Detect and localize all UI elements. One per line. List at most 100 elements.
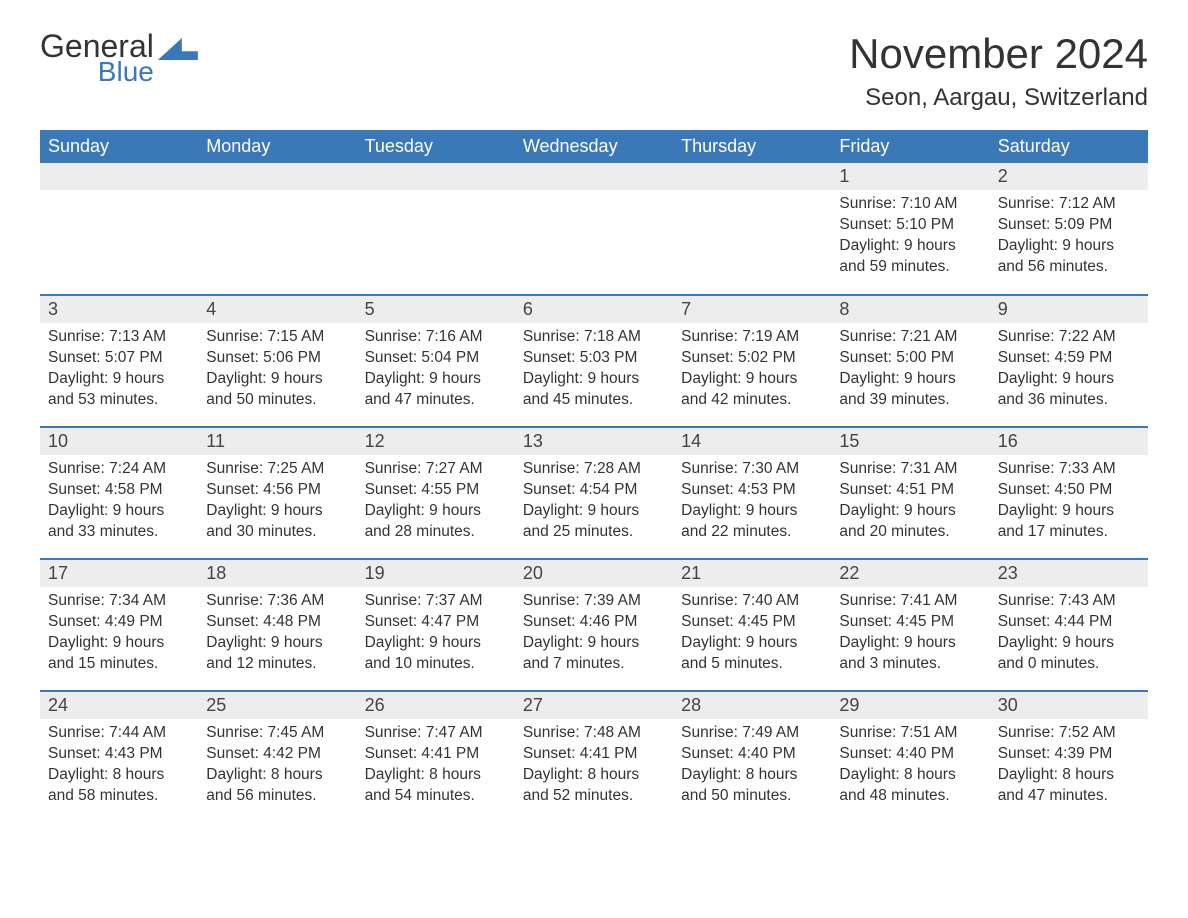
day-day1: Daylight: 9 hours xyxy=(206,369,348,390)
col-tuesday: Tuesday xyxy=(357,130,515,163)
day-day1: Daylight: 9 hours xyxy=(998,369,1140,390)
day-day2: and 5 minutes. xyxy=(681,654,823,675)
day-day2: and 12 minutes. xyxy=(206,654,348,675)
day-day1: Daylight: 9 hours xyxy=(523,501,665,522)
col-sunday: Sunday xyxy=(40,130,198,163)
day-number-empty xyxy=(357,163,515,190)
day-details: Sunrise: 7:24 AMSunset: 4:58 PMDaylight:… xyxy=(40,455,198,547)
day-number: 26 xyxy=(357,692,515,719)
day-day2: and 15 minutes. xyxy=(48,654,190,675)
day-cell: 12Sunrise: 7:27 AMSunset: 4:55 PMDayligh… xyxy=(357,427,515,559)
day-sunrise: Sunrise: 7:18 AM xyxy=(523,327,665,348)
day-sunrise: Sunrise: 7:43 AM xyxy=(998,591,1140,612)
day-sunset: Sunset: 4:46 PM xyxy=(523,612,665,633)
week-row: 3Sunrise: 7:13 AMSunset: 5:07 PMDaylight… xyxy=(40,295,1148,427)
day-day2: and 53 minutes. xyxy=(48,390,190,411)
day-details: Sunrise: 7:30 AMSunset: 4:53 PMDaylight:… xyxy=(673,455,831,547)
col-thursday: Thursday xyxy=(673,130,831,163)
day-day2: and 30 minutes. xyxy=(206,522,348,543)
day-details: Sunrise: 7:39 AMSunset: 4:46 PMDaylight:… xyxy=(515,587,673,679)
day-day2: and 45 minutes. xyxy=(523,390,665,411)
day-day1: Daylight: 9 hours xyxy=(839,236,981,257)
day-day1: Daylight: 9 hours xyxy=(48,369,190,390)
day-day1: Daylight: 9 hours xyxy=(998,236,1140,257)
day-day1: Daylight: 8 hours xyxy=(681,765,823,786)
day-day2: and 52 minutes. xyxy=(523,786,665,807)
day-details: Sunrise: 7:28 AMSunset: 4:54 PMDaylight:… xyxy=(515,455,673,547)
day-day1: Daylight: 9 hours xyxy=(365,369,507,390)
col-saturday: Saturday xyxy=(990,130,1148,163)
day-cell: 5Sunrise: 7:16 AMSunset: 5:04 PMDaylight… xyxy=(357,295,515,427)
day-sunset: Sunset: 4:55 PM xyxy=(365,480,507,501)
day-sunrise: Sunrise: 7:40 AM xyxy=(681,591,823,612)
day-details: Sunrise: 7:36 AMSunset: 4:48 PMDaylight:… xyxy=(198,587,356,679)
day-sunset: Sunset: 4:41 PM xyxy=(523,744,665,765)
day-number: 3 xyxy=(40,296,198,323)
month-title: November 2024 xyxy=(849,30,1148,78)
day-day2: and 47 minutes. xyxy=(998,786,1140,807)
day-day1: Daylight: 8 hours xyxy=(48,765,190,786)
day-sunset: Sunset: 4:41 PM xyxy=(365,744,507,765)
day-details: Sunrise: 7:34 AMSunset: 4:49 PMDaylight:… xyxy=(40,587,198,679)
col-wednesday: Wednesday xyxy=(515,130,673,163)
week-row: 1Sunrise: 7:10 AMSunset: 5:10 PMDaylight… xyxy=(40,163,1148,295)
day-sunrise: Sunrise: 7:51 AM xyxy=(839,723,981,744)
day-sunset: Sunset: 4:59 PM xyxy=(998,348,1140,369)
day-sunrise: Sunrise: 7:37 AM xyxy=(365,591,507,612)
day-number-empty xyxy=(40,163,198,190)
day-details: Sunrise: 7:43 AMSunset: 4:44 PMDaylight:… xyxy=(990,587,1148,679)
day-details: Sunrise: 7:22 AMSunset: 4:59 PMDaylight:… xyxy=(990,323,1148,415)
day-day1: Daylight: 9 hours xyxy=(681,633,823,654)
day-cell: 7Sunrise: 7:19 AMSunset: 5:02 PMDaylight… xyxy=(673,295,831,427)
day-sunrise: Sunrise: 7:41 AM xyxy=(839,591,981,612)
day-day1: Daylight: 9 hours xyxy=(839,501,981,522)
day-header-row: Sunday Monday Tuesday Wednesday Thursday… xyxy=(40,130,1148,163)
day-cell: 27Sunrise: 7:48 AMSunset: 4:41 PMDayligh… xyxy=(515,691,673,823)
day-number: 19 xyxy=(357,560,515,587)
day-day2: and 20 minutes. xyxy=(839,522,981,543)
day-number: 8 xyxy=(831,296,989,323)
day-cell: 30Sunrise: 7:52 AMSunset: 4:39 PMDayligh… xyxy=(990,691,1148,823)
day-sunset: Sunset: 5:10 PM xyxy=(839,215,981,236)
day-day1: Daylight: 9 hours xyxy=(206,501,348,522)
day-number: 13 xyxy=(515,428,673,455)
day-sunset: Sunset: 5:06 PM xyxy=(206,348,348,369)
day-sunset: Sunset: 4:42 PM xyxy=(206,744,348,765)
day-number: 17 xyxy=(40,560,198,587)
day-day2: and 50 minutes. xyxy=(206,390,348,411)
day-cell: 22Sunrise: 7:41 AMSunset: 4:45 PMDayligh… xyxy=(831,559,989,691)
day-day1: Daylight: 9 hours xyxy=(998,633,1140,654)
day-day2: and 33 minutes. xyxy=(48,522,190,543)
location-text: Seon, Aargau, Switzerland xyxy=(849,84,1148,112)
day-sunset: Sunset: 5:02 PM xyxy=(681,348,823,369)
day-cell: 6Sunrise: 7:18 AMSunset: 5:03 PMDaylight… xyxy=(515,295,673,427)
day-number: 16 xyxy=(990,428,1148,455)
day-sunset: Sunset: 5:03 PM xyxy=(523,348,665,369)
day-number: 6 xyxy=(515,296,673,323)
day-day2: and 58 minutes. xyxy=(48,786,190,807)
day-sunset: Sunset: 4:56 PM xyxy=(206,480,348,501)
day-day2: and 39 minutes. xyxy=(839,390,981,411)
day-number: 24 xyxy=(40,692,198,719)
header: General Blue November 2024 Seon, Aargau,… xyxy=(40,30,1148,112)
week-row: 17Sunrise: 7:34 AMSunset: 4:49 PMDayligh… xyxy=(40,559,1148,691)
day-cell: 9Sunrise: 7:22 AMSunset: 4:59 PMDaylight… xyxy=(990,295,1148,427)
day-sunrise: Sunrise: 7:24 AM xyxy=(48,459,190,480)
day-day2: and 42 minutes. xyxy=(681,390,823,411)
day-number: 5 xyxy=(357,296,515,323)
day-sunrise: Sunrise: 7:48 AM xyxy=(523,723,665,744)
day-sunrise: Sunrise: 7:27 AM xyxy=(365,459,507,480)
day-day2: and 36 minutes. xyxy=(998,390,1140,411)
day-day2: and 50 minutes. xyxy=(681,786,823,807)
day-day1: Daylight: 9 hours xyxy=(839,633,981,654)
week-row: 24Sunrise: 7:44 AMSunset: 4:43 PMDayligh… xyxy=(40,691,1148,823)
day-day1: Daylight: 9 hours xyxy=(839,369,981,390)
day-cell xyxy=(357,163,515,295)
day-cell: 19Sunrise: 7:37 AMSunset: 4:47 PMDayligh… xyxy=(357,559,515,691)
day-details: Sunrise: 7:18 AMSunset: 5:03 PMDaylight:… xyxy=(515,323,673,415)
day-number: 22 xyxy=(831,560,989,587)
day-details: Sunrise: 7:48 AMSunset: 4:41 PMDaylight:… xyxy=(515,719,673,811)
day-day2: and 28 minutes. xyxy=(365,522,507,543)
day-sunrise: Sunrise: 7:30 AM xyxy=(681,459,823,480)
day-sunset: Sunset: 4:40 PM xyxy=(681,744,823,765)
